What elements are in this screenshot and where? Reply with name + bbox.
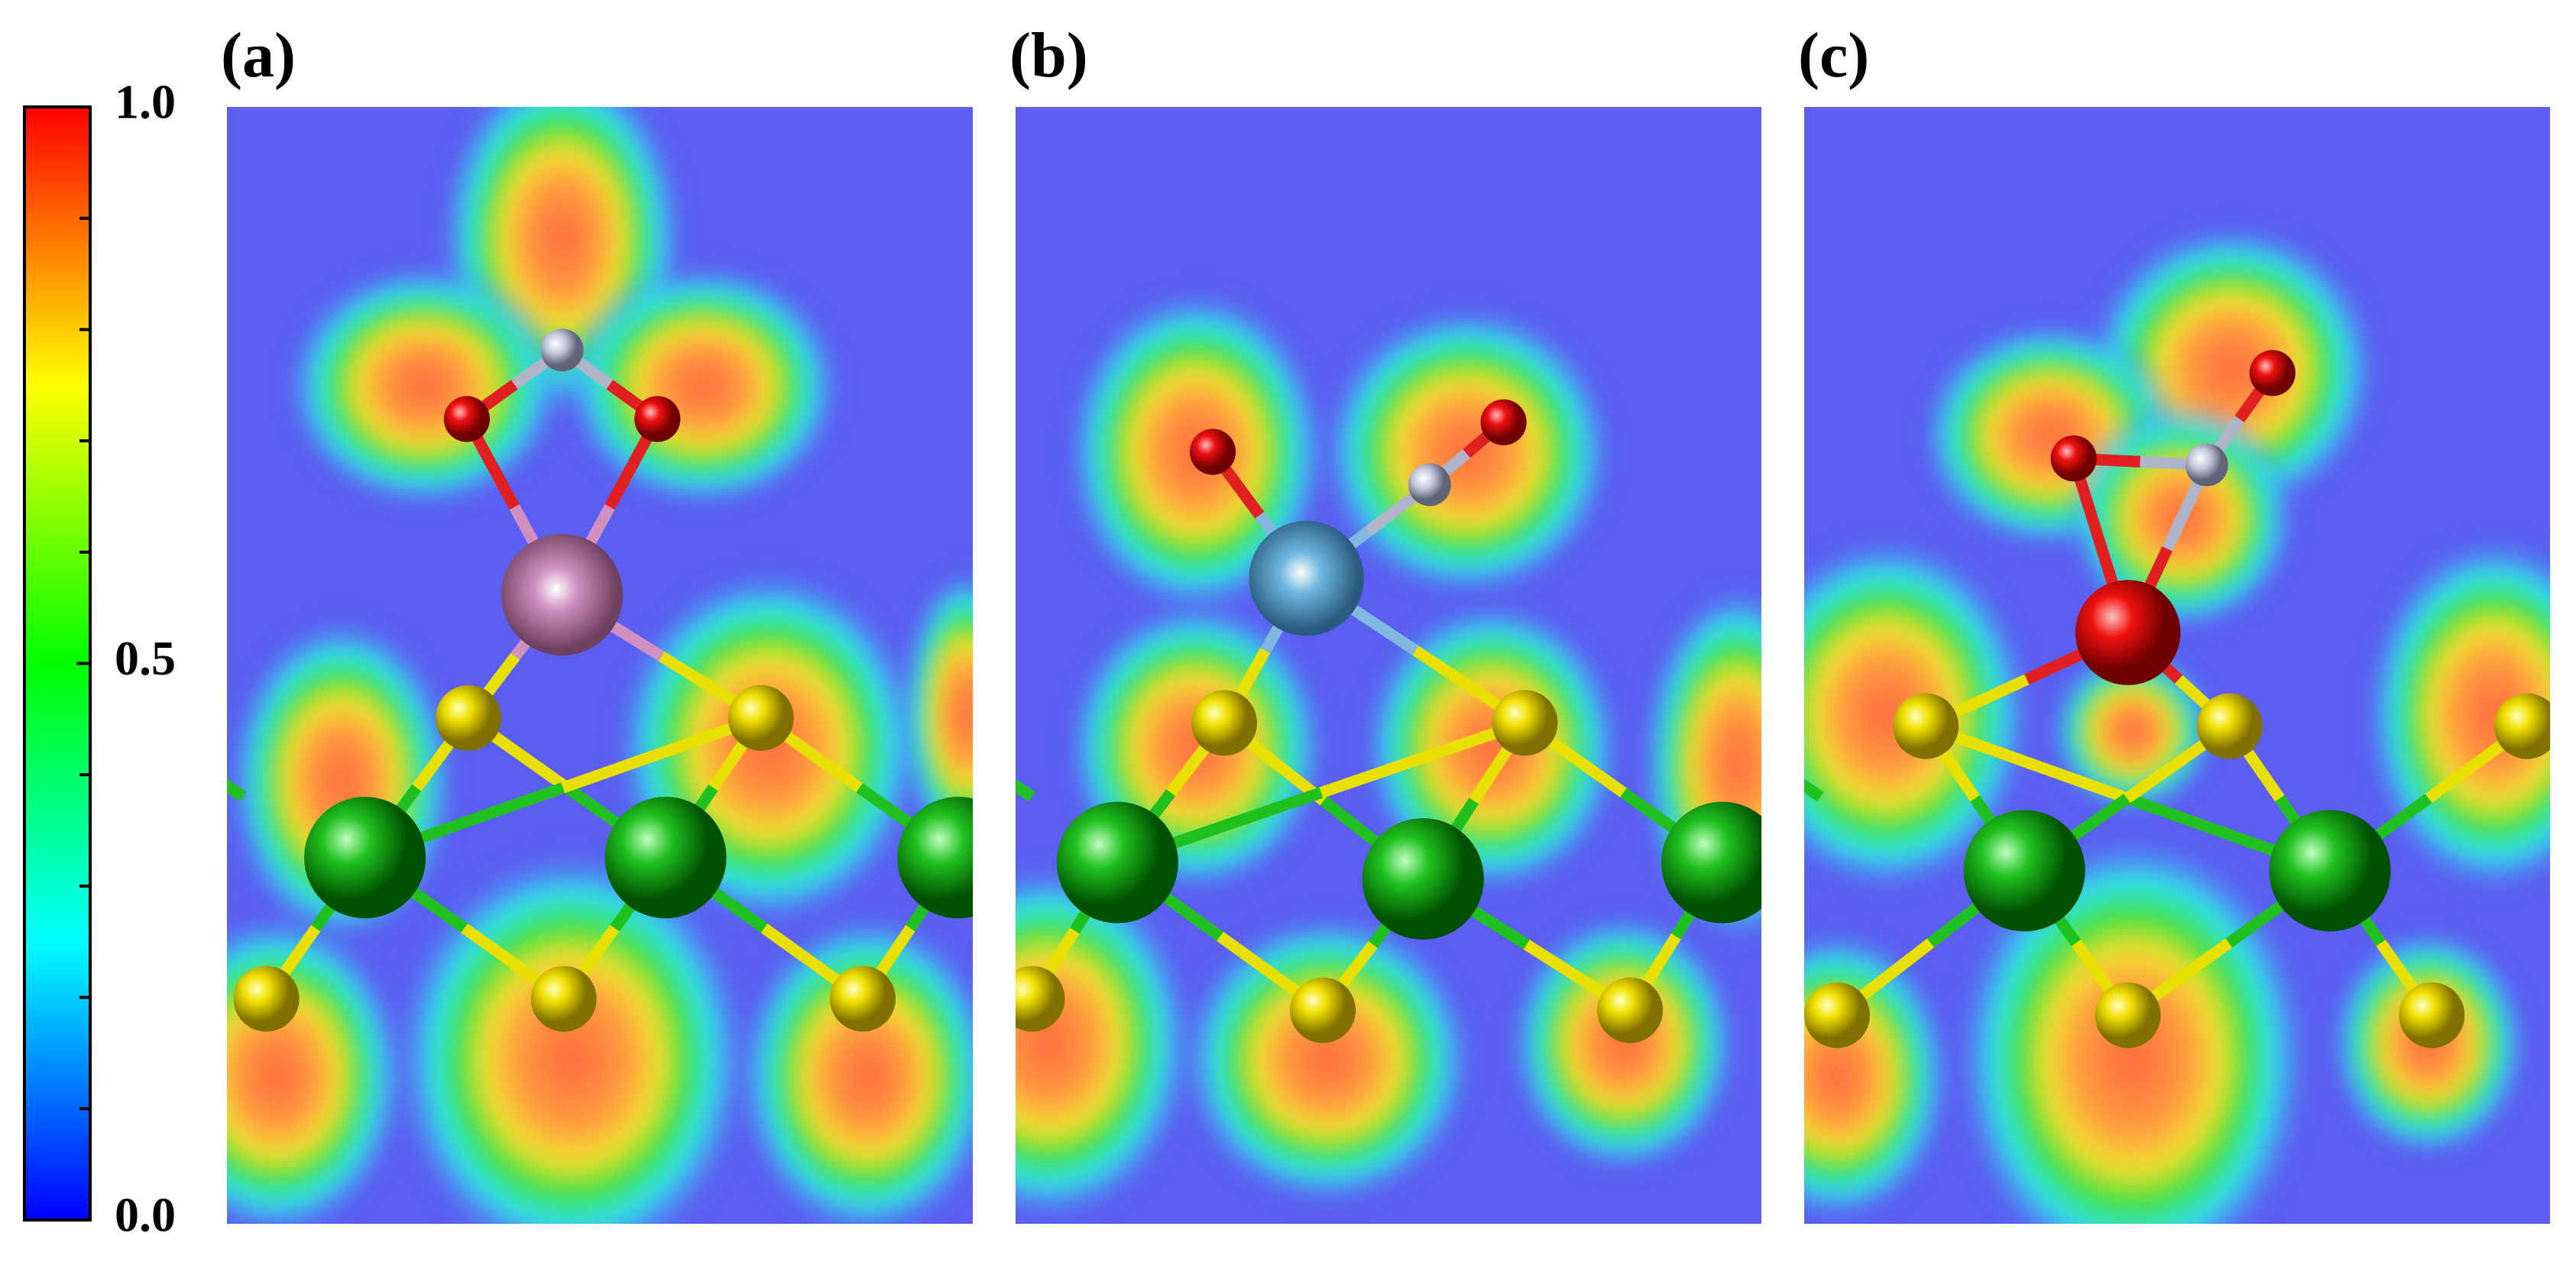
atom [1804,982,1870,1048]
atom [233,966,300,1032]
atom [443,396,490,442]
atom [727,684,794,751]
atom [2185,443,2228,487]
tick-label: 0.5 [115,631,176,685]
atom [1893,693,1959,759]
atom [436,684,502,751]
elf-region [1508,911,1738,1175]
atom [2075,580,2181,685]
bond [1923,720,2130,804]
elf-panel [1016,107,1762,1225]
tick-label: 0.0 [115,1188,176,1242]
atom [2399,982,2465,1048]
atom [1963,810,2085,932]
atom [1056,801,1178,924]
atom [304,797,426,919]
atom [634,396,681,442]
atom [830,966,896,1032]
atom [1492,690,1558,756]
atom [2095,982,2161,1048]
bond [227,778,247,802]
atom [2050,435,2097,482]
atom [2249,350,2296,396]
elf-region [1180,911,1476,1208]
tick-label: 1.0 [115,75,176,129]
atom [1249,520,1364,636]
atom [2494,693,2551,759]
atom [1408,463,1451,506]
elf-region [736,911,974,1225]
atom [604,797,727,919]
elf-region [2363,534,2551,895]
atom [1290,977,1356,1044]
atom [1597,977,1664,1044]
atom [1016,966,1065,1032]
panel-label: (c) [1798,20,1869,91]
atom [540,328,584,372]
panel-label: (b) [1009,20,1088,91]
bond [1016,778,1035,802]
bond [1319,717,1527,798]
elf-region [284,263,564,510]
atom [1191,690,1258,756]
elf-region [563,263,844,510]
elf-panel [227,107,974,1225]
atom [2196,693,2263,759]
elf-region [900,567,974,862]
atom [501,534,624,656]
atom [1661,801,1762,924]
elf-region [227,911,408,1225]
bond [1804,778,1824,802]
atom [2269,810,2391,932]
panel-label: (a) [221,20,296,91]
atom [897,797,974,919]
atom [1362,817,1484,940]
atom [1189,429,1236,475]
atom [530,966,597,1032]
atom [1480,399,1527,445]
elf-panel [1804,107,2551,1225]
bond [561,712,763,794]
elf-blobs [1016,287,1762,1224]
